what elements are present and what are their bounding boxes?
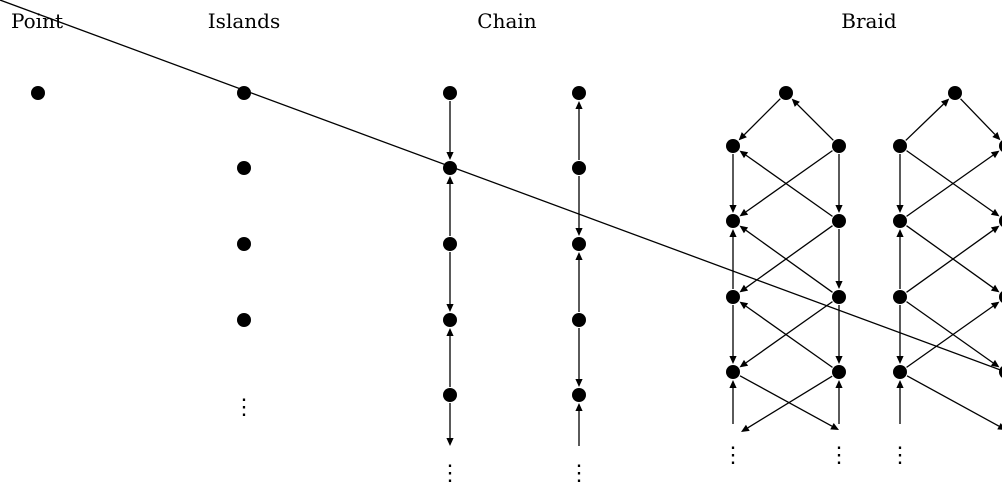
braid-a-edge-top-right (791, 98, 834, 141)
chain-left-edge-2 (446, 252, 454, 312)
braid-a-right-v-3 (835, 380, 843, 424)
braid-a-left-node-0 (726, 139, 740, 153)
braid-b-right-node-1 (999, 215, 1002, 227)
braid-a-left-node-1 (726, 214, 740, 228)
braid-b-left-v-0 (896, 154, 904, 213)
chain-left-node-2 (443, 237, 457, 251)
islands-node-0 (237, 86, 251, 100)
chain-right-edge-2 (575, 252, 583, 312)
braid-a-diag-down-2 (739, 301, 833, 368)
chain-left-edge-4 (446, 403, 454, 446)
braid-b-top-node (948, 86, 962, 100)
islands-node-2 (237, 237, 251, 251)
panel-title-chain: Chain (477, 9, 537, 33)
braid-b-right-node-3 (999, 366, 1002, 378)
braid-b-right-node-2 (999, 291, 1002, 303)
braid-b-left-v-3 (896, 380, 904, 424)
braid-b-edge-top-right (960, 98, 1001, 141)
islands-continuation: ⋮ (233, 395, 255, 420)
braid-a-diag-up-1 (739, 225, 833, 293)
braid-a-left-node-2 (726, 290, 740, 304)
continuation-layer: ⋮ ⋮ ⋮ ⋮ ⋮ ⋮ (233, 395, 911, 486)
braid-b-edge-top-left (905, 98, 950, 141)
braid-a-right-v-1 (835, 229, 843, 289)
panel-title-islands: Islands (208, 9, 280, 33)
braid-a-diag-down-0 (739, 150, 833, 217)
braid-b-right-node-0 (999, 140, 1002, 152)
braid-a-diag-out-1 (741, 375, 833, 432)
braid-a-left-v-0 (729, 154, 737, 213)
braid-b-left-continuation: ⋮ (889, 443, 911, 468)
braid-b-left-node-3 (893, 365, 907, 379)
islands-node-1 (237, 161, 251, 175)
braid-b-diag-up-1 (906, 225, 1000, 293)
islands-node-3 (237, 313, 251, 327)
braid-a-left-node-3 (726, 365, 740, 379)
braid-b-left-v-1 (896, 229, 904, 289)
braid-a-diag-out-0 (739, 375, 839, 430)
chain-right-node-4 (572, 388, 586, 402)
braid-b-diag-down-1 (906, 225, 1000, 293)
chain-left-node-0 (443, 86, 457, 100)
braid-a-right-node-0 (832, 139, 846, 153)
braid-a-right-node-1 (832, 214, 846, 228)
panel-title-braid: Braid (841, 9, 897, 33)
chain-left-node-3 (443, 313, 457, 327)
braid-a-right-continuation: ⋮ (828, 443, 850, 468)
point-node (31, 86, 45, 100)
chain-left-continuation: ⋮ (439, 461, 461, 486)
braid-a-edge-top-left (738, 98, 781, 141)
chain-left-edge-1 (446, 176, 454, 236)
chain-right-edge-0 (575, 101, 583, 160)
braid-b-left-node-0 (893, 139, 907, 153)
braid-a-left-v-1 (729, 229, 737, 289)
braid-b-diag-up-2 (906, 301, 1000, 368)
braid-b-diag-down-2 (906, 301, 1000, 368)
braid-a-right-node-3 (832, 365, 846, 379)
braid-a-diag-down-1 (739, 225, 833, 293)
braid-b-left-node-1 (893, 214, 907, 228)
braid-a-right-node-2 (832, 290, 846, 304)
braid-b-diag-down-0 (906, 150, 1000, 217)
chain-right-node-1 (572, 161, 586, 175)
braid-a-right-v-0 (835, 154, 843, 213)
braid-b-diag-out-0 (906, 375, 1002, 430)
braid-b-right-stub (0, 0, 1002, 372)
braid-a-left-continuation: ⋮ (722, 443, 744, 468)
braid-a-right-v-2 (835, 305, 843, 364)
braid-a-diag-up-0 (739, 150, 833, 217)
chain-right-edge-4 (575, 403, 583, 446)
braid-a-left-v-3 (729, 380, 737, 424)
braid-a-top-node (779, 86, 793, 100)
chain-right-edge-3 (575, 328, 583, 387)
chain-left-edge-3 (446, 328, 454, 387)
chain-right-node-2 (572, 237, 586, 251)
chain-right-node-3 (572, 313, 586, 327)
chain-right-continuation: ⋮ (568, 461, 590, 486)
chain-left-edge-0 (446, 101, 454, 160)
edges-layer (0, 0, 1002, 446)
braid-b-diag-up-0 (906, 150, 1000, 217)
braid-b-left-v-2 (896, 305, 904, 364)
panel-titles: Point Islands Chain Braid (11, 9, 897, 33)
chain-left-node-4 (443, 388, 457, 402)
braid-a-diag-up-2 (739, 301, 833, 368)
braid-b-left-node-2 (893, 290, 907, 304)
braid-a-left-v-2 (729, 305, 737, 364)
chain-right-node-0 (572, 86, 586, 100)
nodes-layer (31, 86, 1002, 402)
chain-left-node-1 (443, 161, 457, 175)
chain-right-edge-1 (575, 176, 583, 236)
